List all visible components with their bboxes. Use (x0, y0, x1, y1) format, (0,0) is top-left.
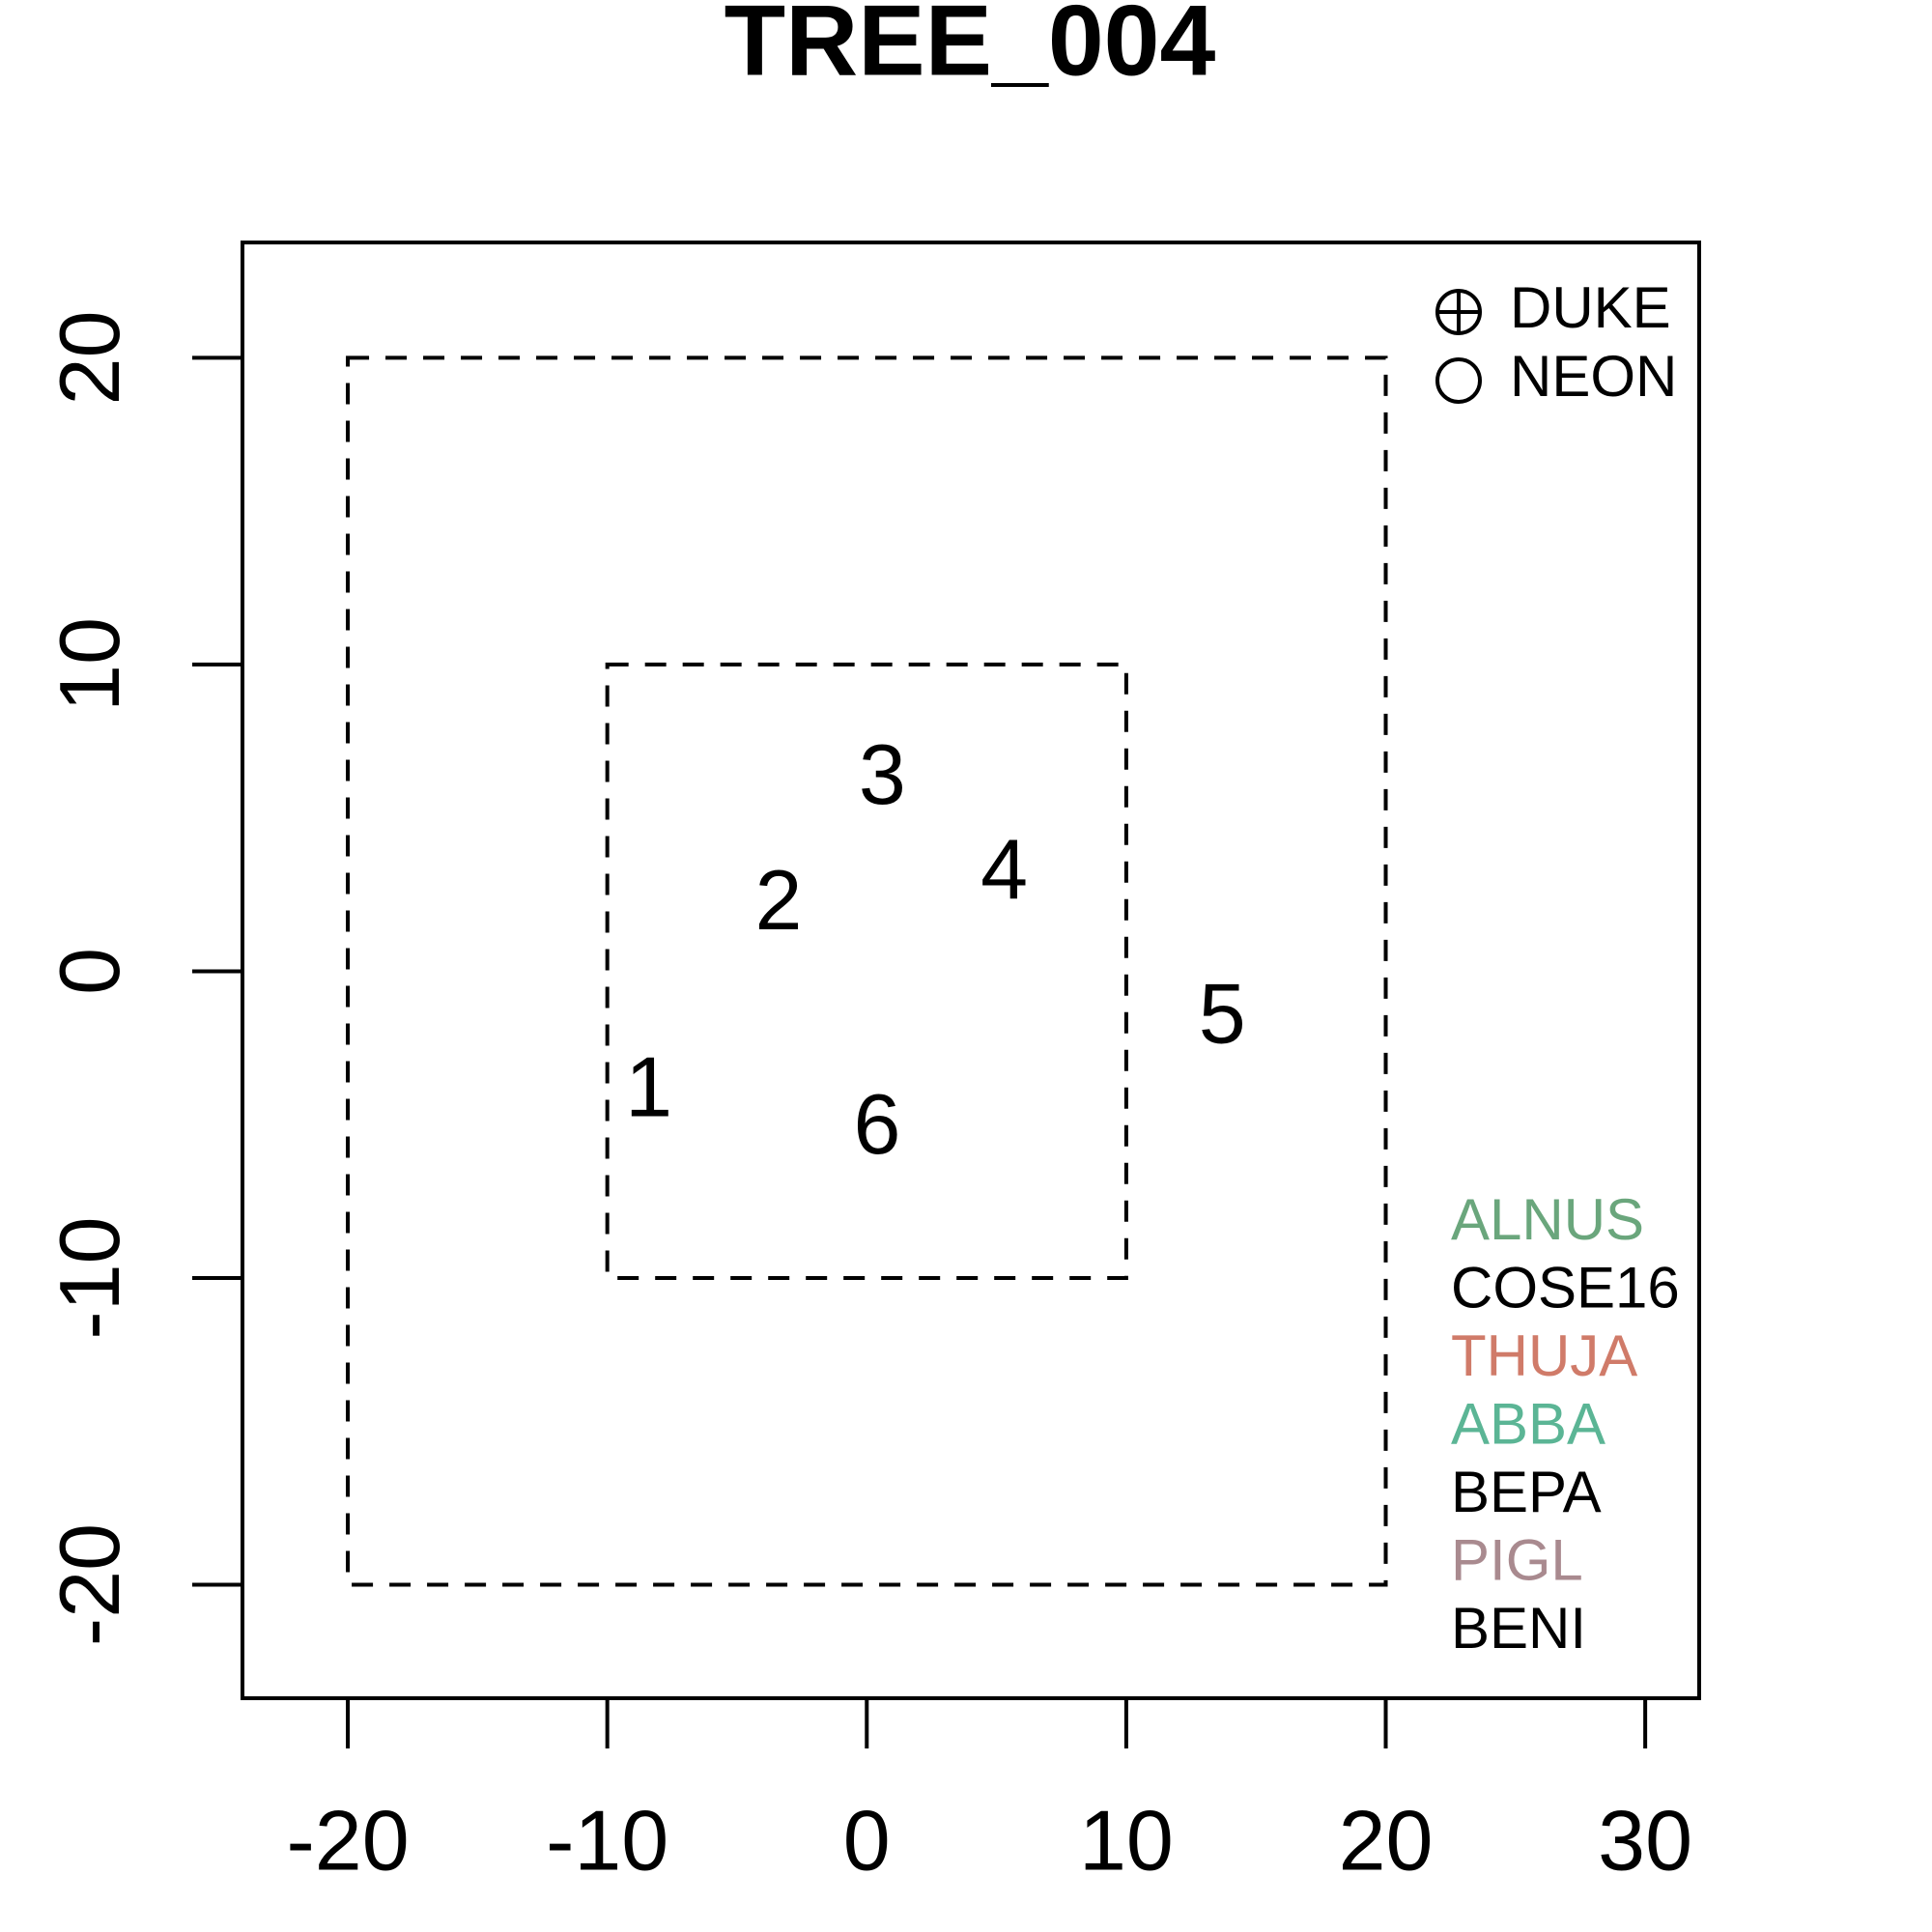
legend-label: DUKE (1510, 275, 1671, 340)
legend-label: NEON (1510, 344, 1677, 409)
species-label: PIGL (1451, 1527, 1583, 1592)
tree-label: 4 (980, 821, 1028, 917)
tree-label: 3 (859, 726, 906, 822)
x-tick-label: -20 (286, 1792, 409, 1888)
y-tick-label: -10 (42, 1216, 137, 1339)
chart-title: TREE_004 (724, 0, 1216, 97)
species-label: BENI (1451, 1596, 1586, 1661)
x-tick-label: 30 (1598, 1792, 1692, 1888)
species-label: ALNUS (1451, 1187, 1644, 1252)
x-tick-label: 0 (843, 1792, 891, 1888)
y-tick-label: 20 (42, 310, 137, 405)
x-tick-label: -10 (546, 1792, 668, 1888)
y-tick-label: 0 (42, 948, 137, 995)
species-label: THUJA (1451, 1323, 1637, 1388)
x-tick-label: 20 (1339, 1792, 1434, 1888)
x-tick-label: 10 (1079, 1792, 1174, 1888)
y-tick-label: 10 (42, 617, 137, 712)
species-label: ABBA (1451, 1391, 1605, 1456)
legend-symbol (1435, 357, 1482, 404)
tree-label: 6 (854, 1076, 901, 1172)
tree-label: 5 (1199, 966, 1246, 1062)
y-tick-label: -20 (42, 1523, 137, 1646)
species-label: BEPA (1451, 1460, 1602, 1524)
species-label: COSE16 (1451, 1255, 1680, 1320)
tree-label: 2 (754, 852, 802, 948)
tree-label: 1 (625, 1039, 672, 1135)
